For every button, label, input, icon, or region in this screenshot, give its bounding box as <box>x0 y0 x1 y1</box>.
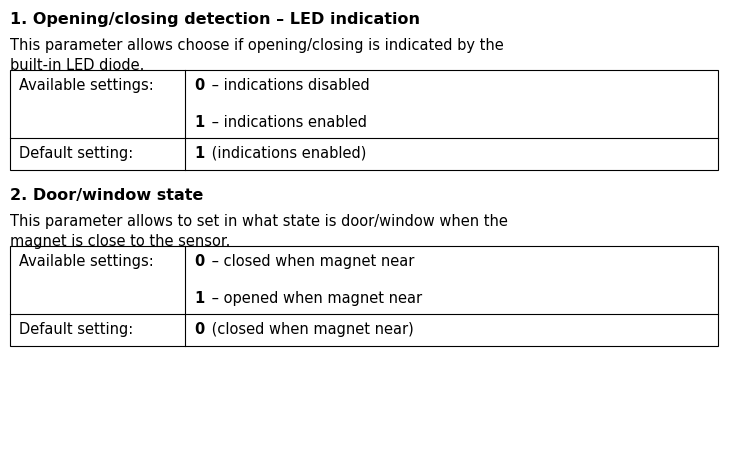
Text: This parameter allows to set in what state is door/window when the: This parameter allows to set in what sta… <box>10 214 508 229</box>
Text: – closed when magnet near: – closed when magnet near <box>207 254 415 269</box>
Text: magnet is close to the sensor.: magnet is close to the sensor. <box>10 234 231 249</box>
Text: Available settings:: Available settings: <box>19 254 154 269</box>
Text: 1: 1 <box>194 115 204 130</box>
Text: (closed when magnet near): (closed when magnet near) <box>207 322 414 337</box>
Text: – indications disabled: – indications disabled <box>207 78 370 93</box>
Text: 0: 0 <box>194 322 204 337</box>
Text: (indications enabled): (indications enabled) <box>207 146 366 161</box>
Bar <box>10 246 718 346</box>
Bar <box>10 70 718 170</box>
Text: 1: 1 <box>194 146 204 161</box>
Text: built-in LED diode.: built-in LED diode. <box>10 58 145 73</box>
Text: Default setting:: Default setting: <box>19 146 134 161</box>
Text: – opened when magnet near: – opened when magnet near <box>207 291 423 306</box>
Text: 2. Door/window state: 2. Door/window state <box>10 188 204 203</box>
Text: Available settings:: Available settings: <box>19 78 154 93</box>
Text: 1: 1 <box>194 291 204 306</box>
Text: 1. Opening/closing detection – LED indication: 1. Opening/closing detection – LED indic… <box>10 12 420 27</box>
Text: This parameter allows choose if opening/closing is indicated by the: This parameter allows choose if opening/… <box>10 38 504 53</box>
Text: 0: 0 <box>194 78 204 93</box>
Text: – indications enabled: – indications enabled <box>207 115 367 130</box>
Text: 0: 0 <box>194 254 204 269</box>
Text: Default setting:: Default setting: <box>19 322 134 337</box>
